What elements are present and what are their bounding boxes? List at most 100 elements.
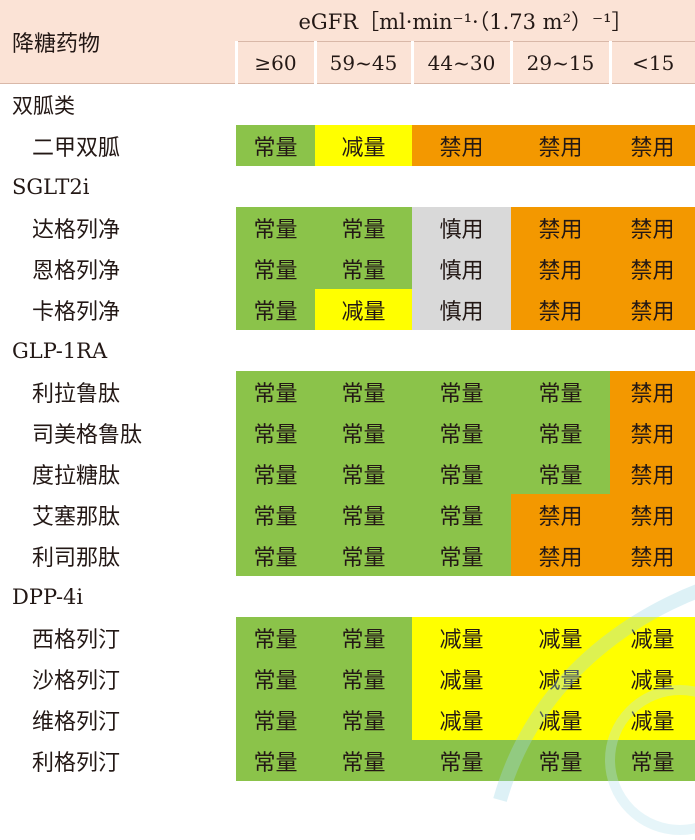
dose-cell: 常量: [236, 740, 315, 781]
dose-cell: 常量: [610, 740, 695, 781]
dose-cell: 常量: [412, 535, 511, 576]
table-row: 沙格列汀 常量 常量 减量 减量 减量: [0, 658, 695, 699]
dose-cell: 常量: [236, 699, 315, 740]
empty-cell: [412, 166, 511, 207]
dose-cell: 常量: [315, 535, 412, 576]
dose-cell: 禁用: [610, 412, 695, 453]
dose-cell: 常量: [511, 412, 610, 453]
table-row: 司美格鲁肽 常量 常量 常量 常量 禁用: [0, 412, 695, 453]
empty-cell: [315, 166, 412, 207]
drug-class-label: 双胍类: [12, 93, 75, 118]
dose-cell: 常量: [511, 740, 610, 781]
dose-cell: 常量: [315, 658, 412, 699]
dose-cell: 常量: [236, 453, 315, 494]
egfr-range-header: 59~45: [313, 41, 412, 84]
drug-class-label: GLP-1RA: [12, 338, 108, 363]
dose-adjustment-table: 降糖药物 eGFR［ml·min⁻¹·（1.73 m²）⁻¹］ ≥60 59~45…: [0, 0, 695, 781]
table-row: 度拉糖肽 常量 常量 常量 常量 禁用: [0, 453, 695, 494]
empty-cell: [236, 330, 315, 371]
empty-cell: [236, 166, 315, 207]
drug-name: 司美格鲁肽: [32, 422, 143, 448]
dose-cell: 常量: [412, 494, 511, 535]
dose-cell: 禁用: [511, 207, 610, 248]
drug-name: 利司那肽: [32, 545, 121, 571]
dose-cell: 禁用: [412, 125, 511, 166]
dose-cell: 减量: [511, 617, 610, 658]
dose-cell: 减量: [315, 289, 412, 330]
drug-name: 西格列汀: [32, 627, 121, 653]
dose-cell: 常量: [236, 248, 315, 289]
drug-class-label: SGLT2i: [12, 174, 90, 199]
table-row: 西格列汀 常量 常量 减量 减量 减量: [0, 617, 695, 658]
drug-name: 维格列汀: [32, 709, 121, 735]
egfr-range-header: 29~15: [509, 41, 610, 84]
empty-cell: [412, 330, 511, 371]
dose-cell: 禁用: [610, 289, 695, 330]
empty-cell: [511, 576, 610, 617]
drug-column-header: 降糖药物: [0, 0, 236, 84]
empty-cell: [511, 84, 610, 126]
egfr-range-row: ≥60 59~45 44~30 29~15 <15: [0, 41, 695, 84]
drug-name: 利格列汀: [32, 750, 121, 776]
table-row: 卡格列净 常量 减量 慎用 禁用 禁用: [0, 289, 695, 330]
empty-cell: [412, 84, 511, 126]
dose-cell: 常量: [412, 412, 511, 453]
dose-cell: 慎用: [412, 289, 511, 330]
dose-cell: 常量: [236, 371, 315, 412]
dose-cell: 禁用: [610, 453, 695, 494]
dose-cell: 常量: [315, 207, 412, 248]
drug-class-label: DPP-4i: [12, 584, 84, 609]
table-body: 双胍类 二甲双胍 常量 减量 禁用 禁用 禁用 SGLT2i 达格列净 常量 常量 慎用 禁用 禁用 恩格列…: [0, 84, 695, 781]
dose-cell: 减量: [511, 658, 610, 699]
dose-cell: 禁用: [610, 494, 695, 535]
table-row: 二甲双胍 常量 减量 禁用 禁用 禁用: [0, 125, 695, 166]
empty-cell: [610, 330, 695, 371]
egfr-range-header: 44~30: [410, 41, 511, 84]
drug-name: 沙格列汀: [32, 668, 121, 694]
dose-cell: 减量: [412, 699, 511, 740]
dose-cell: 常量: [412, 740, 511, 781]
egfr-range-header: <15: [608, 41, 695, 84]
drug-name: 二甲双胍: [32, 135, 121, 161]
dose-cell: 禁用: [511, 494, 610, 535]
empty-cell: [236, 576, 315, 617]
empty-cell: [315, 330, 412, 371]
table-row: 维格列汀 常量 常量 减量 减量 减量: [0, 699, 695, 740]
dose-cell: 禁用: [610, 535, 695, 576]
table-row: 达格列净 常量 常量 慎用 禁用 禁用: [0, 207, 695, 248]
dose-cell: 减量: [511, 699, 610, 740]
dose-cell: 常量: [236, 535, 315, 576]
dose-cell: 常量: [236, 412, 315, 453]
dose-cell: 常量: [315, 248, 412, 289]
empty-cell: [610, 166, 695, 207]
dose-cell: 禁用: [511, 248, 610, 289]
egfr-range-header: ≥60: [234, 41, 315, 84]
empty-cell: [412, 576, 511, 617]
dose-cell: 常量: [511, 453, 610, 494]
drug-name: 达格列净: [32, 217, 121, 243]
dose-cell: 常量: [511, 371, 610, 412]
dose-cell: 常量: [315, 371, 412, 412]
dose-cell: 减量: [315, 125, 412, 166]
empty-cell: [236, 84, 315, 126]
dose-cell: 常量: [236, 617, 315, 658]
empty-cell: [315, 576, 412, 617]
drug-name: 恩格列净: [32, 258, 121, 284]
dose-cell: 减量: [412, 617, 511, 658]
dose-cell: 慎用: [412, 248, 511, 289]
dose-cell: 禁用: [610, 248, 695, 289]
dose-cell: 禁用: [610, 207, 695, 248]
dose-cell: 减量: [610, 699, 695, 740]
drug-name: 度拉糖肽: [32, 463, 121, 489]
dose-cell: 常量: [315, 494, 412, 535]
dose-cell: 慎用: [412, 207, 511, 248]
empty-cell: [511, 330, 610, 371]
dose-cell: 常量: [236, 289, 315, 330]
drug-name: 利拉鲁肽: [32, 381, 121, 407]
dose-cell: 常量: [315, 699, 412, 740]
dose-cell: 减量: [610, 617, 695, 658]
empty-cell: [511, 166, 610, 207]
dose-cell: 常量: [315, 412, 412, 453]
drug-name: 卡格列净: [32, 299, 121, 325]
empty-cell: [315, 84, 412, 126]
